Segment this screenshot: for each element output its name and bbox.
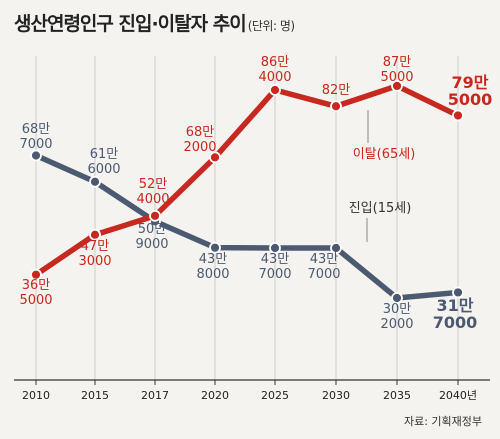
x-tick-label: 2010 xyxy=(22,389,50,402)
unit-label: (단위: 명) xyxy=(247,19,295,33)
inflow-point xyxy=(30,149,42,162)
title-row: 생산연령인구 진입·이탈자 추이 (단위: 명) xyxy=(14,9,295,36)
outflow-point xyxy=(30,268,42,281)
outflow-data-label: 5000 xyxy=(380,70,413,85)
x-tick-label: 2020 xyxy=(201,389,229,402)
x-tick-label: 2017 xyxy=(141,389,169,402)
outflow-data-label: 3000 xyxy=(78,254,111,269)
inflow-data-label: 43만 xyxy=(261,252,290,267)
inflow-point xyxy=(269,242,281,254)
outflow-data-label: 5000 xyxy=(19,293,52,308)
outflow-point xyxy=(269,84,281,96)
x-tick-label: 2040년 xyxy=(439,389,477,402)
x-tick-label: 2015 xyxy=(81,389,109,402)
inflow-point xyxy=(89,175,101,188)
inflow-data-label: 30만 xyxy=(383,302,412,317)
outflow-series-label: 이탈(65세) xyxy=(353,147,416,162)
inflow-data-label: 7000 xyxy=(19,137,52,152)
inflow-point xyxy=(209,241,221,254)
inflow-data-label: 2000 xyxy=(380,317,413,332)
outflow-point xyxy=(149,209,161,222)
outflow-data-label: 2000 xyxy=(183,140,216,155)
inflow-point xyxy=(330,242,342,254)
outflow-data-label: 79만 xyxy=(452,73,489,92)
outflow-data-label: 52만 xyxy=(139,177,168,192)
chart-title: 생산연령인구 진입·이탈자 추이 xyxy=(14,13,247,35)
inflow-data-label: 6000 xyxy=(87,162,120,177)
inflow-point xyxy=(391,292,403,304)
outflow-point xyxy=(391,80,403,92)
outflow-point xyxy=(89,228,101,241)
source-label: 자료: 기획재정부 xyxy=(404,415,482,428)
outflow-point xyxy=(452,109,464,122)
inflow-data-label: 7000 xyxy=(433,313,478,332)
inflow-data-label: 50만 xyxy=(138,222,167,237)
outflow-data-label: 86만 xyxy=(261,55,290,70)
inflow-data-label: 7000 xyxy=(258,267,291,282)
outflow-data-label: 47만 xyxy=(81,239,110,254)
outflow-data-label: 5000 xyxy=(448,90,493,109)
x-tick-label: 2035 xyxy=(383,389,411,402)
outflow-line xyxy=(33,83,461,278)
outflow-data-label: 4000 xyxy=(136,192,169,207)
outflow-point xyxy=(209,151,221,164)
inflow-data-label: 31만 xyxy=(437,296,474,315)
inflow-data-label: 43만 xyxy=(199,252,228,267)
x-tick-label: 2030 xyxy=(322,389,350,402)
outflow-point xyxy=(330,100,342,113)
inflow-data-label: 61만 xyxy=(90,147,119,162)
inflow-line xyxy=(33,152,461,301)
outflow-data-label: 36만 xyxy=(22,278,51,293)
inflow-series-label: 진입(15세) xyxy=(349,201,412,216)
inflow-data-label: 8000 xyxy=(196,267,229,282)
inflow-data-label: 7000 xyxy=(307,267,340,282)
outflow-data-label: 87만 xyxy=(383,55,412,70)
x-tick-label: 2025 xyxy=(261,389,289,402)
outflow-data-label: 68만 xyxy=(186,125,215,140)
inflow-point xyxy=(452,286,464,299)
inflow-data-label: 43만 xyxy=(310,252,339,267)
inflow-data-label: 68만 xyxy=(22,122,51,137)
outflow-data-label: 4000 xyxy=(258,70,291,85)
inflow-data-label: 9000 xyxy=(135,237,168,252)
outflow-data-label: 82만 xyxy=(322,83,351,98)
